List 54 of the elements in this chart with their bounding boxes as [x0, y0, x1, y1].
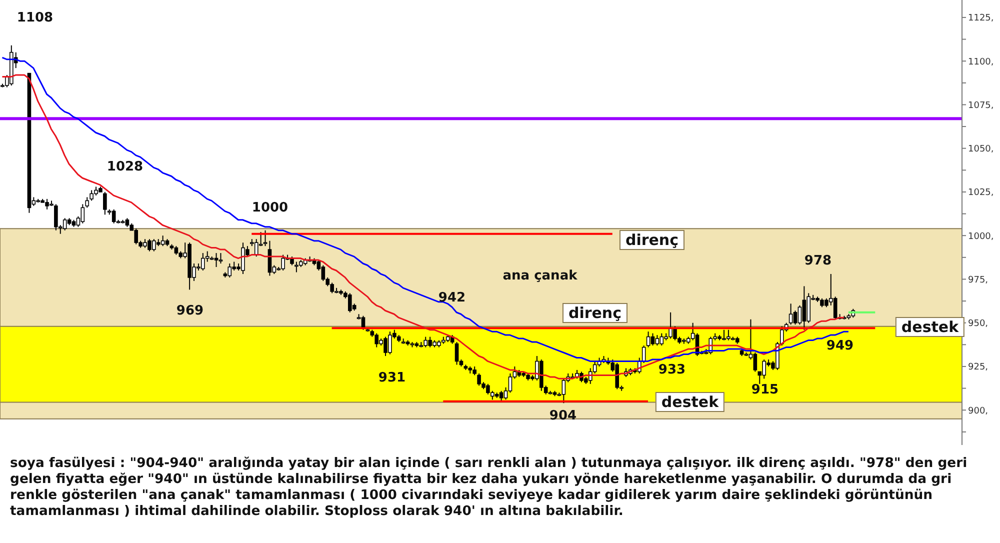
- candlestick: [499, 390, 504, 402]
- candlestick: [454, 342, 459, 366]
- candlestick: [214, 252, 218, 268]
- candlestick: [650, 332, 655, 346]
- y-tick-label: 900,: [968, 406, 988, 416]
- annotation: destek: [895, 317, 965, 337]
- annotation: 969: [176, 304, 204, 318]
- candlestick: [228, 263, 232, 278]
- annotation: ana çanak: [502, 268, 578, 284]
- candlestick: [263, 230, 268, 247]
- annotation: 933: [658, 362, 686, 378]
- candlestick: [85, 196, 90, 208]
- candlestick: [793, 310, 798, 326]
- y-tick-label: 1000,: [968, 232, 994, 242]
- annotation: 1028: [106, 160, 144, 174]
- candlestick: [615, 362, 620, 390]
- annotation: 915: [751, 382, 779, 398]
- annotation: 1108: [16, 10, 54, 26]
- annotation: 978: [804, 254, 832, 268]
- candlestick: [646, 331, 650, 348]
- y-tick-label: 1075,: [968, 100, 994, 111]
- text: soya fasülyesi : "904-940" aralığında yatay bir alan içinde ( sarı renkli alan ) tutunmaya çalışıyor. ilk direnç aşıldı. "978" den geri gelen fiyatta eğer "940" ın üstünde kalınabilirse fiyatta bir kez daha yukarı yönde hareketlenme yaşanabilir. O durumda da gri renkle gösterilen "ana çanak" tamamlanması ( 1000 civarındaki seviyeye kadar gidilerek yarım daire şeklindeki görüntünün tamamlanması ) ihtimal dahilinde olabilir. Stoploss olarak 940' ın altına bakılabilir.: [10, 456, 968, 520]
- y-tick-label: 950,: [968, 319, 988, 330]
- y-tick-label: 1050,: [968, 144, 994, 155]
- annotation: direnç: [619, 230, 685, 250]
- candlestick: [134, 228, 138, 245]
- candlestick: [655, 334, 660, 346]
- candlestick: [753, 352, 758, 372]
- candlestick: [218, 252, 223, 264]
- annotation: 931: [378, 370, 406, 386]
- annotation: direnç: [562, 303, 628, 323]
- y-tick-label: 975,: [968, 275, 988, 286]
- y-tick-label: 1025,: [968, 188, 994, 198]
- candlestick: [80, 204, 85, 224]
- annotation: 942: [438, 290, 466, 306]
- annotation: 1000: [252, 200, 288, 216]
- candlestick: [660, 332, 664, 346]
- candlestick: [103, 191, 107, 216]
- annotation: 949: [826, 338, 854, 354]
- candlestick: [321, 264, 326, 282]
- candlestick: [348, 292, 352, 313]
- candlestick: [788, 303, 793, 326]
- annotation: destek: [655, 392, 725, 412]
- candlestick: [833, 296, 838, 320]
- candlestick: [112, 208, 116, 224]
- y-tick-label: 925,: [968, 362, 988, 373]
- y-tick-label: 1125,: [968, 14, 994, 24]
- candlestick: [374, 332, 379, 348]
- y-tick-label: 1100,: [968, 57, 994, 68]
- candlestick: [562, 378, 566, 404]
- candlestick: [802, 286, 806, 330]
- candlestick: [62, 218, 67, 231]
- annotation: 904: [549, 408, 577, 424]
- candlestick: [254, 238, 258, 258]
